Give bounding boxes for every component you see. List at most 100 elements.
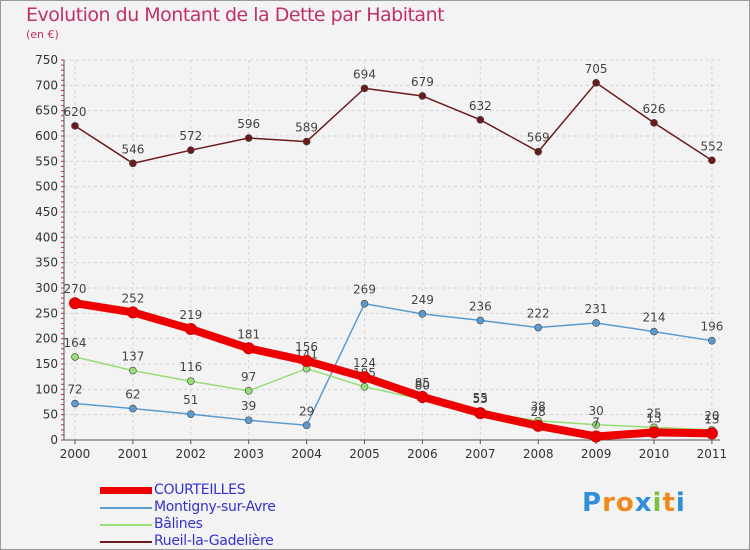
y-tick-label: 150	[35, 357, 58, 371]
data-point	[360, 84, 369, 93]
data-label: 124	[353, 356, 376, 370]
data-label: 596	[237, 117, 260, 131]
plot-area	[64, 60, 720, 440]
data-point	[129, 404, 137, 413]
x-tick-label: 2009	[581, 447, 612, 461]
data-label: 7	[592, 415, 600, 429]
data-label: 30	[588, 404, 603, 418]
data-label: 13	[704, 412, 719, 426]
data-label: 219	[179, 308, 202, 322]
data-point	[187, 377, 195, 386]
data-label: 20	[704, 409, 719, 423]
data-label: 222	[527, 307, 550, 321]
data-point	[360, 382, 369, 391]
data-label: 85	[415, 376, 430, 390]
data-label: 249	[411, 293, 434, 307]
data-point	[129, 366, 137, 375]
x-tick-label: 2003	[233, 447, 264, 461]
data-point	[592, 319, 600, 327]
logo-letter: i	[652, 488, 663, 518]
y-tick-label: 550	[35, 154, 58, 168]
data-point	[705, 427, 718, 440]
data-point	[648, 426, 660, 439]
legend-item-rueil[interactable]: Rueil-la-Gadelière	[100, 533, 360, 550]
data-label: 97	[241, 370, 256, 384]
data-point	[534, 147, 543, 156]
legend-label-rueil: Rueil-la-Gadelière	[154, 533, 274, 549]
chart-title: Evolution du Montant de la Dette par Hab…	[26, 4, 445, 26]
logo-letter: i	[675, 488, 686, 518]
x-tick-label: 2011	[697, 447, 728, 461]
x-tick-label: 2000	[60, 447, 91, 461]
data-label: 62	[125, 388, 140, 402]
data-point	[242, 342, 255, 355]
data-point	[69, 297, 81, 310]
data-label: 572	[179, 129, 202, 143]
data-point	[360, 299, 369, 308]
y-tick-label: 100	[35, 382, 58, 396]
y-tick-label: 400	[35, 230, 58, 244]
data-label: 53	[473, 392, 488, 406]
data-label: 546	[121, 142, 144, 156]
legend-item-courteilles[interactable]: COURTEILLES	[100, 482, 360, 499]
data-point	[126, 306, 139, 319]
series-line	[74, 82, 713, 165]
data-label: 137	[121, 350, 144, 364]
logo-letter: r	[602, 488, 616, 518]
data-point	[476, 316, 485, 325]
data-point	[416, 390, 429, 403]
x-tick-label: 2002	[176, 447, 207, 461]
data-label: 25	[646, 406, 661, 420]
y-tick-label: 200	[35, 332, 58, 346]
y-tick-label: 700	[35, 78, 58, 92]
x-tick-label: 2004	[291, 447, 322, 461]
data-point	[244, 387, 253, 395]
data-point	[592, 79, 600, 87]
data-label: 72	[67, 383, 82, 397]
data-label: 116	[179, 360, 202, 374]
data-point	[184, 323, 197, 336]
data-label: 15	[646, 411, 661, 425]
data-point	[71, 399, 79, 408]
legend-item-montigny[interactable]: Montigny-sur-Avre	[100, 499, 360, 516]
logo-letter: P	[582, 488, 603, 518]
data-label: 55	[473, 391, 488, 405]
data-label: 620	[64, 105, 87, 119]
data-label: 705	[585, 62, 608, 76]
y-tick-label: 50	[43, 408, 58, 422]
data-label: 156	[295, 340, 318, 354]
legend-swatch-montigny	[100, 507, 152, 509]
data-label: 252	[121, 291, 144, 305]
x-tick-label: 2010	[639, 447, 670, 461]
data-point	[187, 410, 195, 418]
data-point	[476, 115, 485, 124]
y-tick-label: 0	[50, 433, 58, 447]
data-label: 196	[700, 320, 723, 334]
data-point	[302, 137, 311, 146]
series-line	[74, 356, 713, 431]
legend-swatch-rueil	[100, 541, 152, 543]
data-label: 164	[64, 336, 87, 350]
y-tick-label: 750	[35, 53, 58, 67]
data-point	[708, 156, 716, 165]
data-point	[474, 407, 487, 420]
legend-item-balines[interactable]: Bâlines	[100, 516, 360, 533]
x-tick-label: 2008	[523, 447, 554, 461]
data-point	[650, 119, 658, 127]
logo-letter: t	[662, 488, 676, 518]
data-label: 181	[237, 327, 260, 341]
legend-label-courteilles: COURTEILLES	[154, 482, 246, 498]
legend-label-balines: Bâlines	[154, 516, 203, 532]
data-label: 269	[353, 283, 376, 297]
data-label: 632	[469, 99, 492, 113]
data-label: 679	[411, 75, 434, 89]
x-tick-label: 2005	[349, 447, 380, 461]
data-label: 231	[585, 302, 608, 316]
legend-swatch-courteilles	[100, 487, 152, 494]
x-tick-label: 2006	[407, 447, 438, 461]
logo-letter: o	[615, 488, 635, 518]
data-point	[418, 92, 427, 100]
legend-label-montigny: Montigny-sur-Avre	[154, 499, 276, 515]
data-point	[532, 419, 545, 432]
data-point	[71, 353, 79, 361]
